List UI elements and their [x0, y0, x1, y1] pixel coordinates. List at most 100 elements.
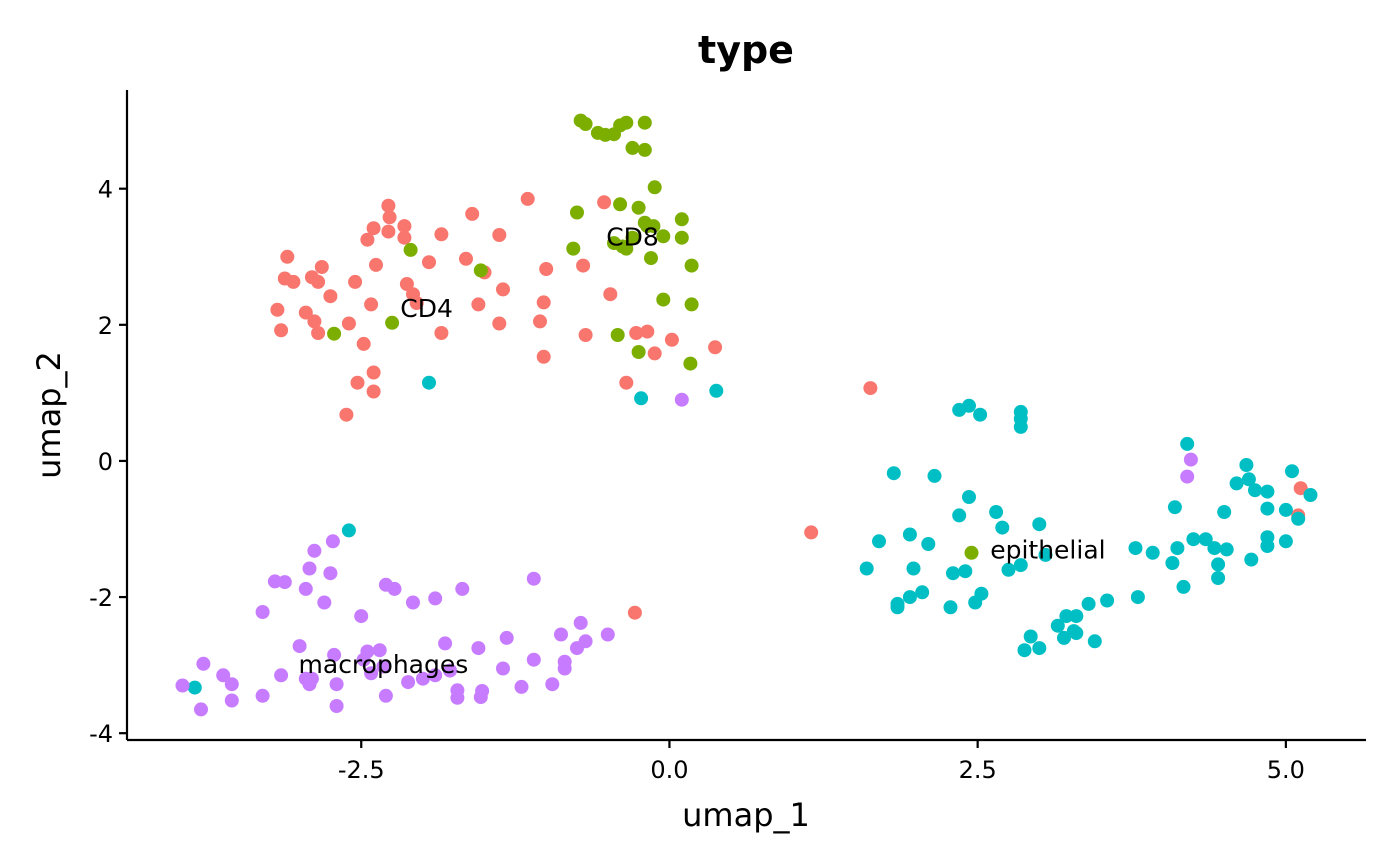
- points-layer: [175, 113, 1318, 717]
- data-point: [1244, 552, 1259, 567]
- data-point: [656, 292, 671, 307]
- data-point: [647, 346, 662, 361]
- data-point: [915, 585, 930, 600]
- data-point: [640, 324, 655, 339]
- data-point: [307, 543, 322, 558]
- data-point: [255, 605, 270, 619]
- data-point: [277, 575, 292, 590]
- data-point: [369, 257, 383, 272]
- cluster-label: epithelial: [990, 535, 1105, 564]
- data-point: [1260, 484, 1275, 499]
- data-point: [1069, 609, 1084, 624]
- cluster-label: CD4: [400, 294, 453, 323]
- data-point: [520, 191, 535, 206]
- data-point: [952, 508, 967, 523]
- data-point: [341, 316, 356, 331]
- data-point: [175, 678, 190, 693]
- data-point: [859, 561, 874, 576]
- data-point: [1145, 545, 1160, 560]
- data-point: [455, 581, 470, 596]
- data-point: [674, 392, 689, 407]
- data-point: [325, 534, 340, 549]
- data-point: [1081, 596, 1096, 611]
- data-point: [1183, 452, 1198, 467]
- data-point: [459, 251, 473, 266]
- data-point: [1285, 464, 1299, 479]
- data-point: [274, 668, 289, 683]
- data-point: [302, 677, 317, 692]
- data-point: [473, 263, 488, 278]
- x-tick-label: 0.0: [650, 756, 688, 784]
- data-point: [307, 314, 322, 329]
- data-point: [329, 699, 344, 713]
- data-point: [492, 228, 507, 242]
- data-point: [366, 365, 381, 380]
- data-point: [378, 688, 393, 703]
- data-point: [627, 605, 642, 620]
- data-point: [709, 383, 724, 398]
- data-point: [216, 668, 231, 683]
- data-point: [629, 326, 644, 340]
- data-point: [962, 398, 976, 413]
- data-point: [348, 274, 363, 289]
- data-point: [311, 326, 326, 340]
- data-point: [356, 336, 371, 351]
- data-point: [381, 224, 396, 239]
- data-point: [473, 690, 488, 705]
- data-point: [274, 323, 289, 338]
- data-point: [1293, 481, 1308, 496]
- data-point: [329, 677, 344, 692]
- data-point: [356, 652, 371, 667]
- data-point: [625, 230, 640, 245]
- data-point: [1069, 626, 1084, 641]
- cluster-label: macrophages: [299, 650, 469, 679]
- data-point: [578, 634, 593, 649]
- data-point: [323, 566, 338, 581]
- data-point: [1128, 541, 1143, 556]
- data-point: [341, 523, 356, 538]
- data-point: [422, 255, 436, 270]
- data-point: [399, 277, 414, 291]
- data-point: [1170, 541, 1185, 556]
- y-tick-label: -4: [89, 720, 113, 748]
- data-point: [270, 302, 285, 317]
- data-point: [397, 219, 412, 234]
- data-point: [902, 590, 917, 605]
- data-point: [708, 340, 723, 355]
- data-point: [674, 212, 689, 227]
- data-point: [409, 296, 424, 310]
- data-point: [406, 595, 420, 610]
- data-point: [804, 525, 819, 540]
- data-point: [298, 581, 313, 596]
- data-point: [314, 260, 329, 274]
- data-point: [339, 407, 354, 422]
- data-point: [637, 142, 652, 157]
- data-point: [311, 274, 326, 289]
- data-point: [526, 571, 541, 586]
- data-point: [958, 564, 973, 579]
- data-point: [1059, 609, 1074, 624]
- data-point: [1219, 542, 1234, 557]
- data-point: [578, 328, 593, 342]
- data-point: [1186, 532, 1201, 547]
- data-point: [496, 661, 510, 676]
- data-point: [1167, 500, 1182, 515]
- data-point: [1211, 571, 1226, 585]
- data-point: [382, 210, 397, 225]
- data-point: [438, 636, 453, 651]
- data-point: [1017, 643, 1032, 658]
- data-point: [1087, 634, 1102, 649]
- data-point: [533, 314, 547, 329]
- data-point: [600, 627, 615, 642]
- data-point: [684, 258, 699, 273]
- data-point: [1165, 556, 1180, 570]
- data-point: [1013, 558, 1028, 573]
- data-point: [964, 545, 979, 560]
- y-tick-label: 4: [98, 176, 113, 204]
- data-point: [366, 384, 381, 399]
- series-macrophages: [175, 392, 1198, 717]
- data-point: [943, 600, 958, 615]
- data-point: [401, 675, 416, 690]
- data-point: [422, 375, 436, 390]
- data-point: [886, 466, 901, 481]
